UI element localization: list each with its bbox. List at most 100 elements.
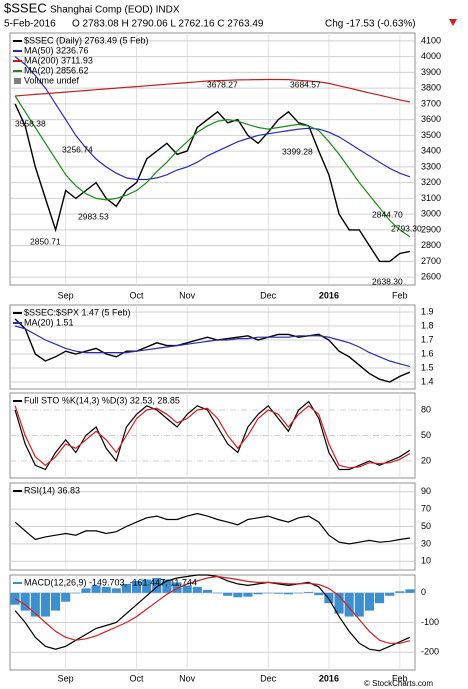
histogram-bar <box>304 591 314 593</box>
y-tick-label: 3700 <box>421 98 441 108</box>
y-tick-label: 50 <box>421 521 431 531</box>
histogram-bar <box>40 592 50 617</box>
x-tick-label: Sep <box>58 673 74 683</box>
histogram-bar <box>51 592 61 611</box>
histogram-bar <box>10 592 20 605</box>
x-tick-label: Nov <box>179 673 196 683</box>
y-tick-label: 3100 <box>421 193 441 203</box>
series-line <box>14 575 411 644</box>
panel-title: Full STO %K(14,3) %D(3) 32.53, 28.85 <box>24 395 180 405</box>
histogram-bar <box>121 583 131 593</box>
price-annotation: 3399.28 <box>282 146 313 156</box>
histogram-bar <box>263 592 273 594</box>
watermark: © StockCharts.com <box>364 679 433 688</box>
change: Chg -17.53 (-0.63%) <box>325 19 416 30</box>
histogram-bar <box>30 592 40 617</box>
histogram-bar <box>101 586 111 593</box>
y-tick-label: 70 <box>421 503 431 513</box>
histogram-bar <box>253 592 263 595</box>
price-annotation: 2850.71 <box>30 236 61 246</box>
y-tick-label: 2900 <box>421 224 441 234</box>
y-tick-label: 3900 <box>421 67 441 77</box>
y-tick-label: 4000 <box>421 51 441 61</box>
histogram-bar <box>354 592 364 617</box>
panel-title: RSI(14) 36.83 <box>24 485 80 495</box>
histogram-bar <box>283 592 293 595</box>
histogram-bar <box>294 592 304 594</box>
y-tick-label: 1.9 <box>421 306 434 316</box>
y-tick-label: 1.8 <box>421 320 434 330</box>
histogram-bar <box>314 592 324 596</box>
histogram-bar <box>233 592 243 598</box>
price-annotation: 2983.53 <box>78 211 109 221</box>
histogram-bar <box>162 579 172 593</box>
y-tick-label: 0 <box>421 587 426 597</box>
y-tick-label: 4100 <box>421 35 441 45</box>
legend-entry: Volume undef <box>24 75 80 85</box>
y-tick-label: 3400 <box>421 146 441 156</box>
price-annotation: 3678.27 <box>207 79 238 89</box>
price-annotation: 3684.57 <box>290 79 321 89</box>
histogram-bar <box>243 592 253 597</box>
series-line <box>14 325 411 368</box>
y-tick-label: 3200 <box>421 177 441 187</box>
histogram-bar <box>172 582 182 593</box>
legend-entry: $SSEC (Daily) 2763.49 (5 Feb) <box>24 35 149 45</box>
down-arrow <box>449 19 457 26</box>
x-tick-label: Feb <box>392 673 408 683</box>
y-tick-label: 3800 <box>421 83 441 93</box>
histogram-bar <box>344 592 354 617</box>
histogram-bar <box>142 579 152 593</box>
x-tick-label: Feb <box>392 290 408 300</box>
x-tick-label: 2016 <box>319 673 339 683</box>
y-tick-label: 20 <box>421 455 431 465</box>
legend-entry: MA(20) 1.51 <box>24 317 74 327</box>
histogram-bar <box>192 586 202 593</box>
histogram-bar <box>213 592 223 594</box>
y-tick-label: 3600 <box>421 114 441 124</box>
legend-entry: MA(50) 3236.76 <box>24 45 89 55</box>
y-tick-label: 3300 <box>421 161 441 171</box>
y-tick-label: 1.5 <box>421 362 434 372</box>
histogram-bar <box>111 588 121 593</box>
series-line <box>14 405 411 469</box>
price-annotation: 3256.74 <box>62 144 93 154</box>
y-tick-label: 90 <box>421 486 431 496</box>
y-tick-label: 1.6 <box>421 348 434 358</box>
histogram-bar <box>71 592 81 594</box>
symbol: $SSEC <box>4 0 47 15</box>
legend-swatch <box>14 78 21 84</box>
histogram-bar <box>273 592 283 594</box>
histogram-bar <box>385 592 395 596</box>
series-line <box>14 318 411 383</box>
y-tick-label: 50 <box>421 430 431 440</box>
histogram-bar <box>334 592 344 614</box>
price-annotation: 2844.70 <box>372 209 403 219</box>
price-annotation: 2638.30 <box>372 276 403 286</box>
series-line <box>15 78 411 103</box>
y-tick-label: 2600 <box>421 272 441 282</box>
histogram-bar <box>132 580 142 593</box>
y-tick-label: 3500 <box>421 130 441 140</box>
x-tick-label: 2016 <box>319 290 339 300</box>
histogram-bar <box>81 588 91 593</box>
y-tick-label: 80 <box>421 404 431 414</box>
histogram-bar <box>91 585 101 593</box>
legend-entry: MA(20) 2856.62 <box>24 65 89 75</box>
x-tick-label: Dec <box>260 673 277 683</box>
histogram-bar <box>202 589 212 593</box>
panel-frame <box>9 32 416 286</box>
legend-entry: MA(200) 3711.93 <box>24 55 93 65</box>
y-tick-label: 10 <box>421 556 431 566</box>
x-tick-label: Oct <box>130 673 145 683</box>
y-tick-label: 1.4 <box>421 376 434 386</box>
histogram-bar <box>223 592 233 596</box>
y-tick-label: 2700 <box>421 256 441 266</box>
x-tick-label: Dec <box>260 290 277 300</box>
y-tick-label: 3000 <box>421 209 441 219</box>
price-annotation: 2793.30 <box>391 223 422 233</box>
histogram-bar <box>405 589 415 593</box>
quote: O 2783.08 H 2790.06 L 2762.16 C 2763.49 <box>72 19 264 30</box>
y-tick-label: 1.7 <box>421 334 434 344</box>
